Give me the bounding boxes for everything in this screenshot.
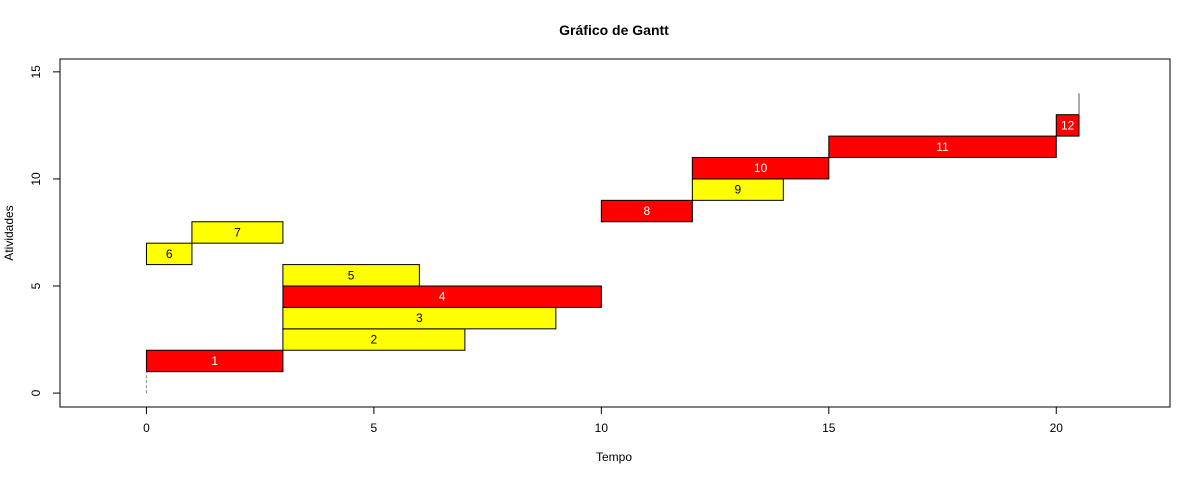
y-axis-label: Atividades xyxy=(2,205,16,260)
task-label-1: 1 xyxy=(211,354,218,368)
task-label-5: 5 xyxy=(348,268,355,282)
task-label-3: 3 xyxy=(416,311,423,325)
y-tick-label-10: 10 xyxy=(29,172,43,186)
x-axis-label: Tempo xyxy=(596,450,632,464)
task-label-9: 9 xyxy=(734,183,741,197)
task-bar-7 xyxy=(191,221,284,244)
task-label-11: 11 xyxy=(936,140,949,154)
x-tick-label-15: 15 xyxy=(822,421,836,435)
marker-lines-group xyxy=(145,93,1080,394)
task-label-7: 7 xyxy=(234,225,241,239)
task-label-6: 6 xyxy=(166,247,173,261)
task-label-2: 2 xyxy=(371,333,378,347)
task-bar-11 xyxy=(828,135,1057,159)
task-bar-4 xyxy=(282,285,602,308)
x-tick-label-0: 0 xyxy=(143,421,150,435)
task-bar-5 xyxy=(282,264,420,287)
task-bar-6 xyxy=(145,242,193,266)
x-axis: 0 5 10 15 20 xyxy=(143,406,1064,435)
chart-title: Gráfico de Gantt xyxy=(559,22,669,38)
y-axis: 0 5 10 15 xyxy=(29,65,61,396)
task-bar-10 xyxy=(691,157,830,180)
task-label-8: 8 xyxy=(644,204,651,218)
task-label-10: 10 xyxy=(754,161,768,175)
task-label-4: 4 xyxy=(439,290,446,304)
y-tick-label-15: 15 xyxy=(29,65,43,79)
y-tick-label-0: 0 xyxy=(29,389,43,396)
task-label-12: 12 xyxy=(1061,118,1075,132)
x-tick-label-10: 10 xyxy=(595,421,609,435)
task-bar-8 xyxy=(600,199,693,223)
x-tick-label-20: 20 xyxy=(1050,421,1064,435)
task-bar-12 xyxy=(1055,114,1080,137)
x-tick-label-5: 5 xyxy=(371,421,378,435)
task-bar-1 xyxy=(145,349,284,373)
y-tick-label-5: 5 xyxy=(29,282,43,289)
